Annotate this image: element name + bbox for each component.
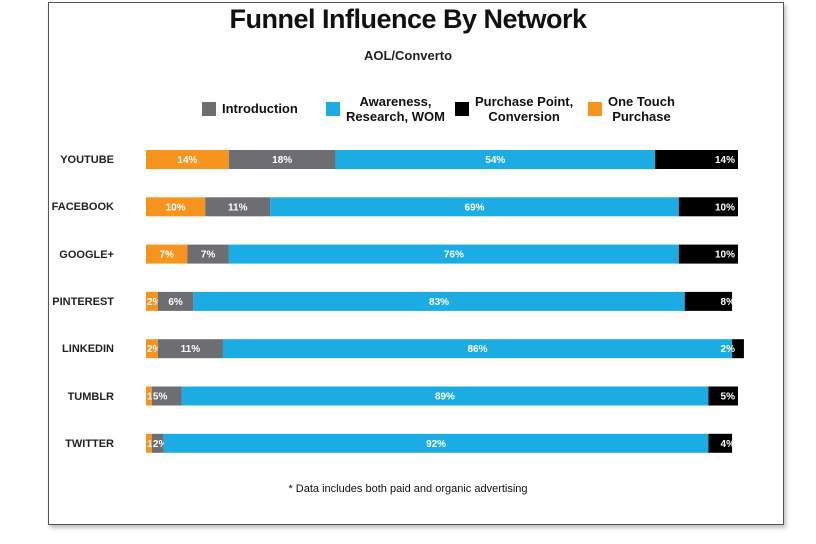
data-label: 10% xyxy=(715,250,735,261)
bar-segment xyxy=(146,291,158,311)
bar-segment xyxy=(228,150,336,169)
category-label: TWITTER xyxy=(65,437,114,450)
category-label: YOUTUBE xyxy=(60,154,114,166)
category-label: FACEBOOK xyxy=(51,201,114,214)
chart-subtitle: AOL/Converto xyxy=(363,48,453,63)
data-label: 5% xyxy=(153,392,168,403)
category-label: PINTEREST xyxy=(52,295,114,308)
legend-swatch xyxy=(326,102,340,116)
data-label: 2% xyxy=(147,344,162,355)
bar-segment xyxy=(157,339,223,359)
bar-segment xyxy=(205,197,271,217)
legend-item-3: Purchase Point, Conversion xyxy=(455,94,573,124)
bar-segment xyxy=(678,244,738,264)
bar-segment xyxy=(151,386,182,406)
data-label: 76% xyxy=(444,250,464,261)
legend-label: Awareness, Research, WOM xyxy=(346,94,445,124)
data-label: 86% xyxy=(468,344,488,355)
data-label: 89% xyxy=(435,392,455,403)
legend-item-2: Awareness, Research, WOM xyxy=(326,94,445,124)
data-label: 2% xyxy=(153,439,168,450)
data-label: 92% xyxy=(426,439,446,450)
data-label: 14% xyxy=(715,155,735,166)
bar-segment xyxy=(163,433,709,453)
data-label: 83% xyxy=(429,297,449,308)
category-label: LINKEDIN xyxy=(62,343,114,356)
bar-segment xyxy=(228,244,679,264)
bar-segment xyxy=(684,291,733,311)
bar-segment xyxy=(146,197,206,217)
data-label: 69% xyxy=(465,202,485,213)
legend-label: Purchase Point, Conversion xyxy=(475,94,574,124)
bar-segment xyxy=(146,339,158,359)
bar-segment xyxy=(708,386,738,406)
bar-segment xyxy=(270,197,679,217)
bar-segment xyxy=(655,150,738,169)
bar-segment xyxy=(151,433,164,453)
data-label: 5% xyxy=(721,392,736,403)
bar-segment xyxy=(146,150,229,169)
legend-swatch xyxy=(588,102,602,116)
bar-segment xyxy=(157,291,194,311)
data-label: 2% xyxy=(147,297,162,308)
data-label: 10% xyxy=(166,202,186,213)
data-label: 7% xyxy=(201,250,216,261)
bar-segment xyxy=(708,433,733,453)
bar-segment xyxy=(187,244,229,264)
data-label: 2% xyxy=(721,344,736,355)
bar-segment xyxy=(222,339,733,359)
legend-swatch xyxy=(455,102,469,116)
chart-title: Funnel Influence By Network xyxy=(229,4,587,34)
data-label: 10% xyxy=(715,202,735,213)
data-label: 11% xyxy=(181,344,201,355)
bar-segment xyxy=(146,386,152,406)
data-label: 4% xyxy=(721,439,736,450)
legend-item-1: Introduction xyxy=(202,101,298,116)
legend-item-4: One Touch Purchase xyxy=(588,94,675,124)
data-label: 14% xyxy=(177,155,197,166)
data-label: 6% xyxy=(168,297,183,308)
data-label: 54% xyxy=(485,155,505,166)
data-label: 7% xyxy=(159,250,174,261)
bar-segment xyxy=(732,339,744,359)
bar-segment xyxy=(335,150,656,169)
legend-label: One Touch Purchase xyxy=(608,94,675,124)
category-label: TUMBLR xyxy=(67,390,114,403)
bar-segment xyxy=(146,244,188,264)
legend-label: Introduction xyxy=(222,101,298,116)
bar-segment xyxy=(146,433,152,453)
data-label: 11% xyxy=(228,202,248,213)
category-label: GOOGLE+ xyxy=(59,248,114,261)
footnote: * Data includes both paid and organic ad… xyxy=(288,483,528,495)
data-label: 18% xyxy=(272,155,292,166)
data-label: 8% xyxy=(721,297,736,308)
legend-swatch xyxy=(202,101,216,116)
bar-segment xyxy=(181,386,709,406)
bar-segment xyxy=(193,291,685,311)
bar-segment xyxy=(678,197,738,217)
